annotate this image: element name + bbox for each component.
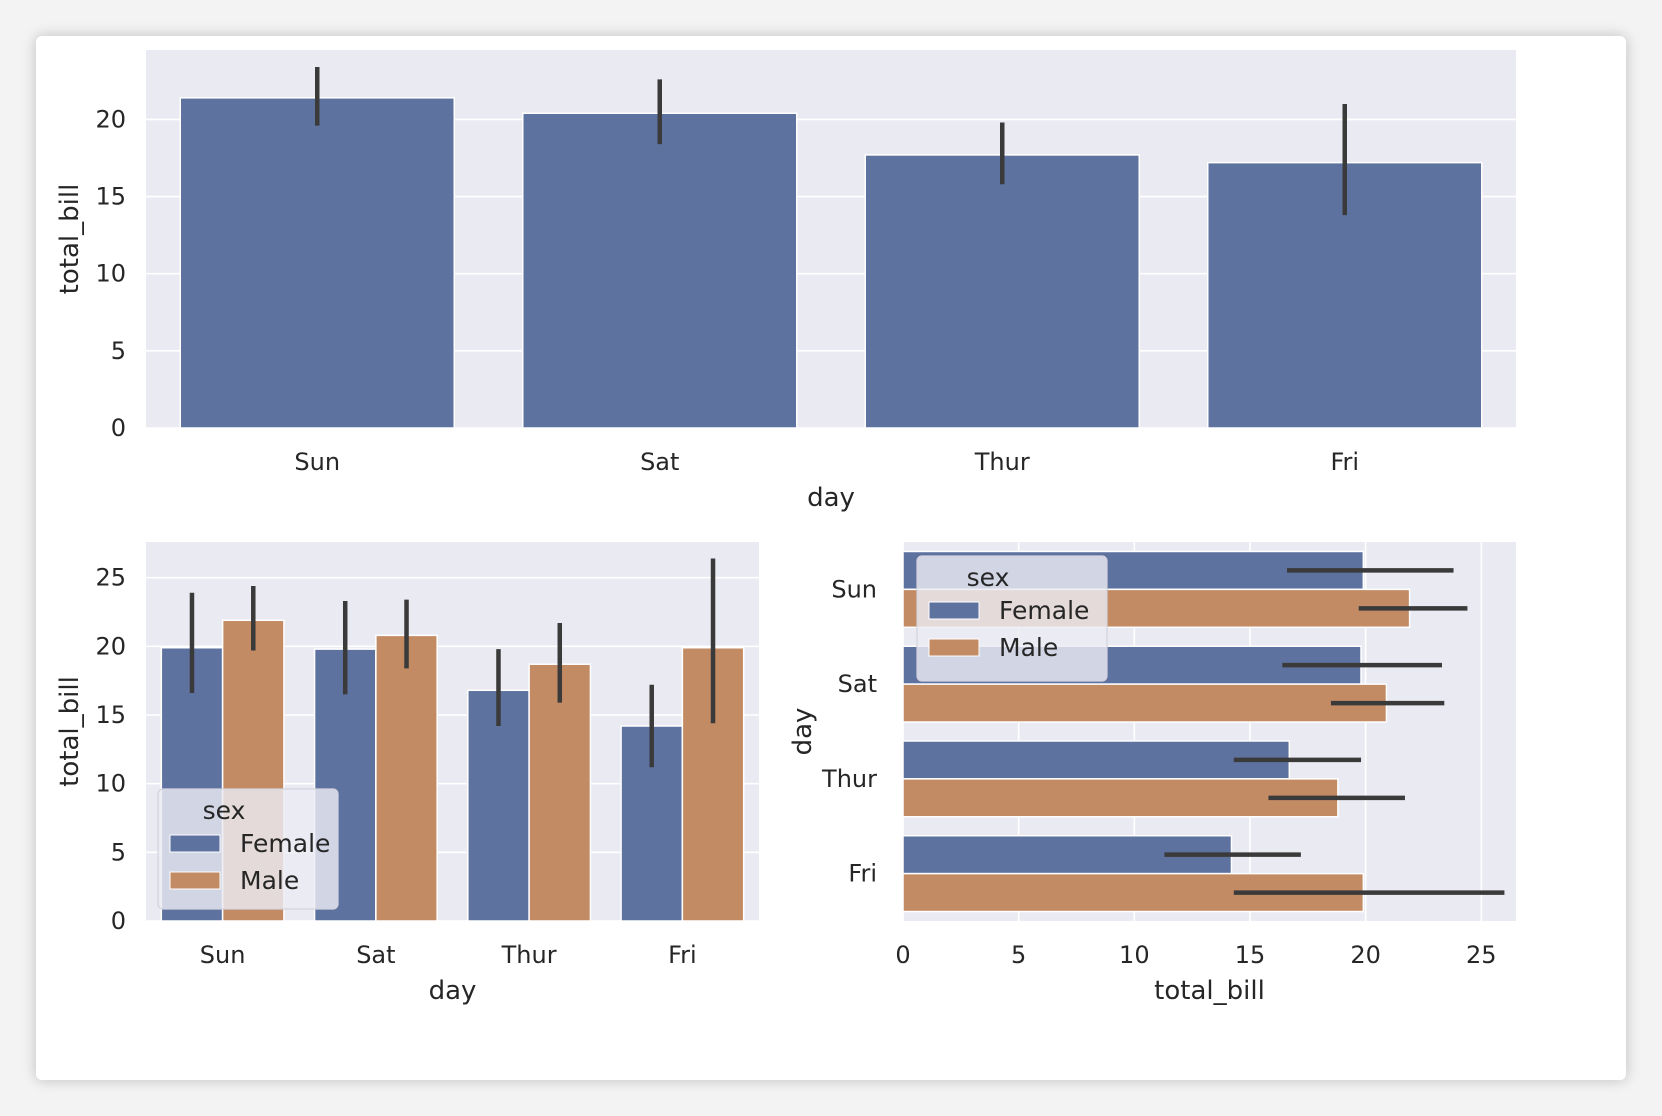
bottom-left-ylabel: total_bill — [55, 676, 85, 787]
top-xtick-sun: Sun — [294, 448, 340, 476]
bottom-left-ytick-20: 20 — [95, 632, 126, 660]
bottom-left-ytick-10: 10 — [95, 770, 126, 798]
bottom-right-legend-label-male: Male — [999, 633, 1058, 662]
bottom-right-xtick-15: 15 — [1235, 941, 1266, 969]
top-bar-sat — [522, 112, 798, 429]
bottom-right-bar-thur-male — [902, 778, 1339, 818]
bottom-right-axes: 0 5 10 15 20 25 Sun Sat Thur Fri total_bill day — [788, 542, 1516, 1006]
bottom-left-ytick-15: 15 — [95, 701, 126, 729]
top-ytick-20: 20 — [95, 105, 126, 133]
top-axes: 0 5 10 15 20 Sun Sat Thur Fri day total_bill — [55, 50, 1516, 513]
bottom-right-xtick-25: 25 — [1466, 941, 1497, 969]
top-xtick-thur: Thur — [974, 448, 1030, 476]
top-ytick-0: 0 — [111, 414, 126, 442]
top-ytick-5: 5 — [111, 337, 126, 365]
bottom-right-xtick-0: 0 — [895, 941, 910, 969]
top-bar-thur — [864, 154, 1140, 429]
bottom-left-bar-sat-male — [375, 634, 438, 922]
bottom-right-xtick-20: 20 — [1350, 941, 1381, 969]
bottom-right-ytick-fri: Fri — [848, 860, 877, 888]
bottom-right-xlabel: total_bill — [1154, 976, 1265, 1006]
top-ylabel: total_bill — [55, 184, 85, 295]
top-ytick-10: 10 — [95, 260, 126, 288]
bottom-right-bar-thur-female — [902, 740, 1291, 780]
bottom-right-xtick-10: 10 — [1119, 941, 1150, 969]
bottom-left-xtick-thur: Thur — [501, 941, 557, 969]
bottom-left-xtick-sun: Sun — [200, 941, 246, 969]
bottom-left-ytick-25: 25 — [95, 564, 126, 592]
bottom-right-bar-sat-male — [902, 683, 1388, 723]
bottom-right-ytick-sat: Sat — [838, 670, 877, 698]
bottom-left-legend-swatch-male — [169, 871, 221, 890]
top-xtick-sat: Sat — [640, 448, 679, 476]
bottom-right-ylabel: day — [788, 708, 818, 756]
bottom-right-xtick-5: 5 — [1011, 941, 1026, 969]
bottom-left-ytick-5: 5 — [111, 838, 126, 866]
top-xlabel: day — [807, 483, 855, 513]
bottom-left-legend-label-male: Male — [240, 866, 299, 895]
bottom-right-legend: sex Female Male — [916, 555, 1108, 682]
bottom-left-xlabel: day — [429, 976, 477, 1006]
figure-card: 0 5 10 15 20 Sun Sat Thur Fri day total_bill 0 5 10 15… — [36, 36, 1626, 1080]
bottom-left-xtick-sat: Sat — [356, 941, 395, 969]
bottom-right-legend-swatch-male — [928, 638, 980, 657]
bottom-left-legend-title: sex — [203, 796, 246, 825]
bottom-right-legend-label-female: Female — [999, 596, 1089, 625]
bottom-left-bar-thur-male — [528, 663, 592, 922]
bottom-left-legend: sex Female Male — [157, 788, 339, 910]
figure-svg: 0 5 10 15 20 Sun Sat Thur Fri day total_bill 0 5 10 15… — [55, 50, 1516, 1006]
bottom-left-legend-swatch-female — [169, 834, 221, 853]
top-xtick-fri: Fri — [1330, 448, 1359, 476]
top-bar-sun — [179, 97, 455, 429]
bottom-right-legend-title: sex — [967, 563, 1010, 592]
bottom-right-ytick-thur: Thur — [821, 765, 877, 793]
bottom-left-axes: 0 5 10 15 20 25 Sun Sat Thur Fri day total_bill — [55, 542, 759, 1006]
bottom-left-ytick-0: 0 — [111, 907, 126, 935]
bottom-right-legend-swatch-female — [928, 601, 980, 620]
bottom-left-legend-label-female: Female — [240, 829, 330, 858]
top-ytick-15: 15 — [95, 183, 126, 211]
bottom-left-xtick-fri: Fri — [668, 941, 697, 969]
bottom-right-ytick-sun: Sun — [831, 575, 877, 603]
